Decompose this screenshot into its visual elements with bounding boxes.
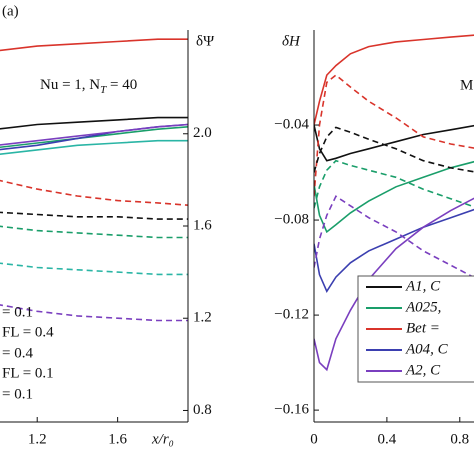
annotation-part: = 40 — [106, 77, 137, 93]
series-line — [0, 304, 188, 322]
y-tick-label: 2.0 — [193, 125, 212, 141]
series-line — [314, 74, 474, 197]
series-line — [0, 126, 188, 149]
plot-area — [0, 38, 188, 322]
y-tick-label: −0.12 — [274, 307, 309, 323]
series-line — [314, 208, 474, 293]
series-line — [314, 124, 474, 162]
y-tick-label: 0.8 — [193, 402, 212, 418]
series-line — [0, 139, 188, 155]
series-line — [0, 262, 188, 276]
legend-text: FL = 0.4 — [2, 324, 54, 340]
legend-text: FL = 0.1 — [2, 365, 54, 381]
legend-text: = 0.4 — [2, 345, 33, 361]
y-axis-label: δΨ — [196, 33, 215, 49]
series-line — [0, 123, 188, 146]
x-tick-label: 0 — [310, 431, 318, 447]
y-tick-label: −0.04 — [274, 116, 309, 132]
annotation-part: Nu = 1, N — [40, 77, 100, 93]
series-line — [314, 160, 474, 234]
x-tick-label: 1.2 — [28, 431, 47, 447]
series-line — [314, 126, 474, 173]
y-tick-label: −0.16 — [274, 402, 309, 418]
x-axis-label: x/r₀ — [151, 431, 174, 447]
panel-label: (a) — [2, 3, 19, 19]
x-tick-label: 0.4 — [378, 431, 397, 447]
series-line — [314, 159, 474, 209]
legend-label: Bet = — [406, 320, 440, 336]
legend-text: = 0.1 — [2, 304, 33, 320]
annotation: M — [460, 77, 473, 93]
y-tick-label: −0.08 — [274, 211, 309, 227]
series-line — [0, 179, 188, 206]
legend-label: A1, C — [405, 278, 441, 294]
legend-label: A2, C — [405, 362, 441, 378]
series-line — [0, 225, 188, 239]
series-line — [314, 195, 474, 279]
legend-label: A025, — [405, 299, 441, 315]
annotation: Nu = 1, NT = 40 — [40, 77, 137, 95]
x-tick-label: 1.6 — [108, 431, 127, 447]
annotation-part: T — [100, 84, 107, 96]
series-line — [0, 38, 188, 52]
plot-area — [314, 34, 474, 372]
series-line — [0, 211, 188, 220]
legend-label: A04, C — [405, 341, 449, 357]
x-tick-label: 0.8 — [450, 431, 469, 447]
y-tick-label: 1.6 — [193, 217, 212, 233]
series-line — [314, 34, 474, 126]
y-axis-label: δH — [282, 33, 301, 49]
y-tick-label: 1.2 — [193, 310, 212, 326]
legend-text: = 0.1 — [2, 386, 33, 402]
series-line — [0, 116, 188, 130]
